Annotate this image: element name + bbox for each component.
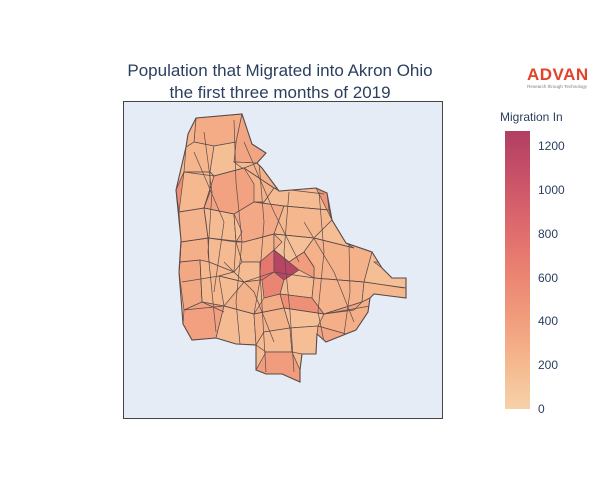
tract-t52[interactable] <box>323 301 363 315</box>
colorbar-tick-800: 800 <box>538 226 559 241</box>
colorbar-tick-400: 400 <box>538 314 559 329</box>
colorbar-tick-200: 200 <box>538 358 559 373</box>
advan-logo: ADVAN Research through Technology <box>527 65 589 90</box>
colorbar-tick-0: 0 <box>538 402 545 416</box>
tract-t03[interactable] <box>183 141 215 173</box>
city-boundary <box>175 113 407 383</box>
chart-title: Population that Migrated into Akron Ohio… <box>80 60 480 104</box>
logo-tagline: Research through Technology <box>527 84 587 89</box>
tract-t53[interactable] <box>233 213 243 244</box>
colorbar-gradient <box>505 131 530 409</box>
tract-t54[interactable] <box>273 233 283 251</box>
logo-wordmark: ADVAN <box>527 65 589 84</box>
colorbar-tick-1200: 1200 <box>538 139 565 154</box>
colorbar-title: Migration In <box>500 110 563 124</box>
colorbar-tick-1000: 1000 <box>538 183 565 198</box>
chart-title-line1: Population that Migrated into Akron Ohio <box>127 61 433 80</box>
colorbar-tick-600: 600 <box>538 270 559 285</box>
chart-title-line2: the first three months of 2019 <box>169 83 391 102</box>
tract-t09[interactable] <box>178 207 209 243</box>
map-plot-area[interactable] <box>123 101 443 419</box>
choropleth-map[interactable] <box>124 102 442 418</box>
tract-t51[interactable] <box>203 207 209 239</box>
tract-t41[interactable] <box>289 325 319 355</box>
